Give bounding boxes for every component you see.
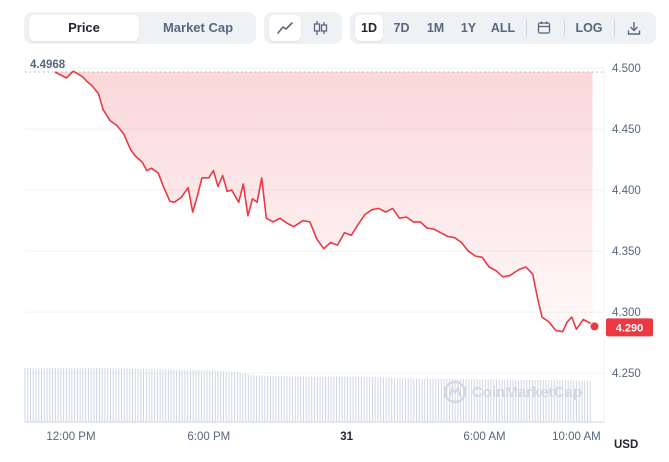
y-tick-label: 4.450 (612, 124, 641, 136)
watermark: CoinMarketCap (443, 380, 582, 404)
log-scale-button[interactable]: LOG (575, 21, 603, 35)
date-picker-button[interactable] (530, 15, 558, 41)
download-button[interactable] (620, 15, 648, 41)
line-chart-button[interactable] (269, 15, 301, 41)
x-tick-label: 31 (340, 431, 353, 443)
line-chart-icon (277, 22, 293, 34)
y-tick-label: 4.300 (612, 307, 641, 319)
volume-bars (24, 368, 591, 422)
range-1m-button[interactable]: 1M (426, 21, 445, 35)
last-price-value: 4.290 (616, 322, 644, 334)
coinmarketcap-logo-mark (449, 385, 461, 397)
y-tick-label: 4.400 (612, 185, 641, 197)
range-1y-button[interactable]: 1Y (460, 21, 477, 35)
price-area (54, 71, 593, 332)
price-line (54, 70, 593, 333)
x-tick-label: 6:00 AM (463, 431, 505, 443)
open-price-label: 4.4968 (30, 59, 66, 71)
y-tick-label: 4.500 (612, 63, 641, 75)
range-all-button[interactable]: ALL (490, 21, 516, 35)
toolbar-divider (526, 20, 527, 36)
toolbar-divider (614, 20, 615, 36)
currency-label: USD (614, 439, 638, 451)
range-selector: 1D 7D 1M 1Y ALL LOG (350, 12, 656, 44)
x-tick-label: 12:00 PM (46, 431, 95, 443)
calendar-icon (537, 21, 551, 34)
coinmarketcap-logo-icon (443, 380, 467, 404)
view-tabs: Price Market Cap (24, 12, 256, 44)
x-tick-label: 6:00 PM (187, 431, 230, 443)
x-axis: 12:00 PM 6:00 PM 31 6:00 AM 10:00 AM (46, 431, 600, 443)
candlestick-icon (313, 21, 328, 35)
range-7d-button[interactable]: 7D (393, 21, 410, 35)
y-tick-label: 4.250 (612, 368, 641, 380)
chart-toolbar: Price Market Cap 1D 7D 1M 1Y ALL (0, 10, 669, 46)
tab-price[interactable]: Price (29, 15, 139, 41)
chart-type-toggle (264, 12, 342, 44)
toolbar-divider (564, 20, 565, 36)
watermark-text: CoinMarketCap (472, 384, 582, 401)
download-icon (627, 22, 641, 35)
candlestick-button[interactable] (304, 15, 336, 41)
y-axis: 4.250 4.300 4.350 4.400 4.450 4.500 (612, 63, 641, 380)
y-tick-label: 4.350 (612, 246, 641, 258)
last-price-dot (589, 321, 600, 332)
x-tick-label: 10:00 AM (552, 431, 601, 443)
range-1d-button[interactable]: 1D (355, 15, 383, 41)
tab-market-cap[interactable]: Market Cap (162, 20, 234, 35)
last-price-tag (606, 318, 653, 337)
